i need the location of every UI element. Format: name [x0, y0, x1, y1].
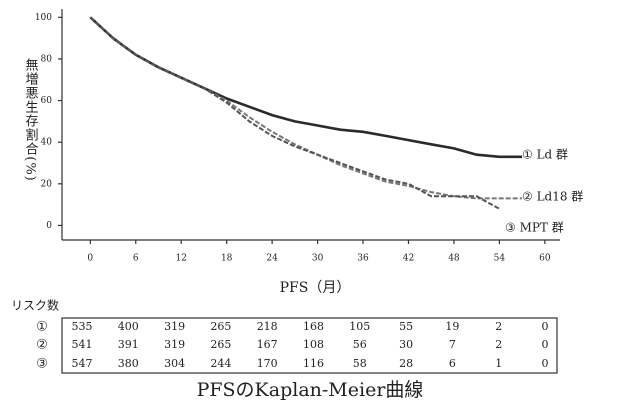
risk-cell: 105 [349, 320, 370, 333]
series-label: ③ MPT 群 [505, 221, 564, 235]
risk-cell: 400 [118, 320, 139, 333]
x-tick-label: 12 [175, 254, 186, 264]
risk-cell: 56 [353, 338, 367, 351]
x-axis-label: PFS（月） [280, 280, 351, 296]
x-tick-label: 0 [87, 254, 93, 264]
risk-cell: 19 [445, 320, 459, 333]
risk-cell: 108 [303, 338, 324, 351]
risk-cell: 28 [399, 357, 413, 370]
x-tick-label: 60 [539, 254, 551, 264]
risk-cell: 541 [72, 338, 93, 351]
series-label: ① Ld 群 [522, 148, 568, 162]
risk-cell: 304 [164, 357, 185, 370]
survival-curve [89, 16, 523, 159]
risk-cell: 116 [303, 357, 324, 370]
survival-curve [89, 16, 523, 200]
risk-table-box [61, 317, 558, 374]
risk-cell: 319 [164, 338, 185, 351]
risk-cell: 265 [210, 338, 231, 351]
risk-cell: 547 [72, 357, 93, 370]
risk-cell: 2 [495, 338, 502, 351]
risk-row-label: ② [36, 338, 48, 353]
survival-curve [89, 16, 500, 210]
x-tick-label: 42 [403, 254, 414, 264]
risk-cell: 1 [495, 357, 502, 370]
risk-cell: 535 [72, 320, 93, 333]
y-tick-label: 0 [46, 221, 52, 231]
risk-cell: 0 [542, 320, 549, 333]
risk-cell: 167 [257, 338, 278, 351]
y-tick-label: 20 [41, 179, 53, 189]
risk-cell: 168 [303, 320, 324, 333]
risk-cell: 2 [495, 320, 502, 333]
risk-cell: 30 [399, 338, 413, 351]
y-axis-label: 無増悪生存割合(%) [23, 58, 39, 182]
risk-cell: 7 [449, 338, 456, 351]
risk-cell: 218 [257, 320, 278, 333]
chart-title: PFSのKaplan-Meier曲線 [197, 379, 424, 401]
x-tick-label: 24 [266, 254, 278, 264]
series-label: ② Ld18 群 [522, 190, 583, 204]
x-tick-label: 54 [494, 254, 506, 264]
risk-cell: 319 [164, 320, 185, 333]
risk-cell: 244 [210, 357, 231, 370]
x-tick-label: 30 [312, 254, 324, 264]
risk-cell: 380 [118, 357, 139, 370]
x-tick-label: 18 [221, 254, 233, 264]
x-tick-label: 6 [133, 254, 139, 264]
x-tick-label: 48 [448, 254, 460, 264]
y-tick-label: 100 [35, 13, 52, 23]
risk-row-label: ③ [36, 357, 48, 372]
risk-row-label: ① [36, 320, 48, 335]
y-tick-label: 40 [41, 138, 53, 148]
risk-cell: 55 [399, 320, 413, 333]
y-tick-label: 80 [41, 54, 53, 64]
x-tick-label: 36 [357, 254, 369, 264]
risk-cell: 391 [118, 338, 139, 351]
risk-table-title: リスク数 [11, 298, 59, 313]
risk-cell: 170 [257, 357, 278, 370]
y-tick-label: 60 [41, 96, 53, 106]
risk-cell: 0 [542, 357, 549, 370]
risk-cell: 0 [542, 338, 549, 351]
risk-cell: 6 [449, 357, 456, 370]
risk-cell: 265 [210, 320, 231, 333]
risk-cell: 58 [353, 357, 367, 370]
